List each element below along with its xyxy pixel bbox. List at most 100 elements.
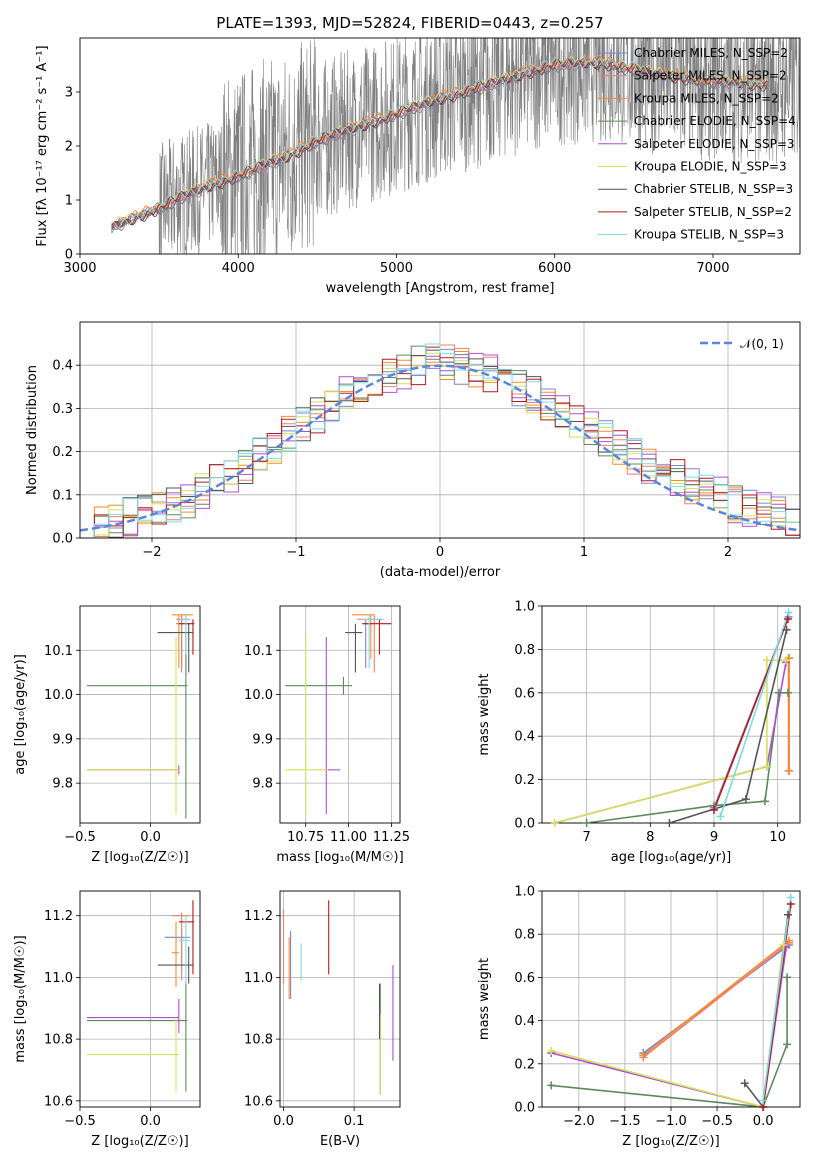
spectrum-model-line: [111, 59, 769, 230]
spectrum-legend-label: Chabrier STELIB, N_SSP=3: [634, 182, 793, 196]
massweight_vs_Z-marker: [783, 973, 792, 982]
mass_vs_Z-ytick-label: 11.0: [44, 971, 73, 986]
age_vs_mass-xlabel: mass [log₁₀(M/M☉)]: [276, 850, 403, 865]
massweight_vs_age-marker: [710, 805, 718, 814]
spectrum-xtick-label: 4000: [222, 261, 255, 276]
massweight_vs_Z-marker: [639, 1051, 648, 1060]
massweight_vs_Z-ylabel: mass weight: [477, 958, 492, 1040]
massweight_vs_age-ytick-label: 1.0: [514, 600, 535, 615]
residuals-plot-area: [80, 343, 800, 538]
age_vs_mass-ytick-label: 9.8: [252, 777, 273, 792]
spectrum-model-line: [111, 55, 769, 227]
massweight_vs_age-ytick-label: 0.4: [514, 730, 535, 745]
massweight_vs_age-marker: [784, 608, 793, 617]
massweight_vs_age-marker: [781, 656, 790, 665]
residuals-ytick-label: 0.3: [52, 402, 73, 417]
spectrum-legend-label: Chabrier ELODIE, N_SSP=4: [634, 114, 796, 128]
massweight_vs_age-ytick-label: 0.0: [514, 817, 535, 832]
mass_vs_Z-ytick-label: 10.8: [44, 1033, 73, 1048]
massweight_vs_Z-plot-area: [550, 897, 792, 1107]
massweight_vs_age-xtick-label: 9: [710, 830, 718, 845]
spectrum-legend-label: Salpeter MILES, N_SSP=2: [634, 69, 787, 83]
massweight_vs_Z-marker: [779, 941, 788, 949]
age_vs_mass-xtick-label: 11.00: [330, 830, 367, 845]
residuals-ytick-label: 0.2: [52, 445, 73, 460]
mass_vs_Z-xtick-label: 0.0: [140, 1114, 161, 1129]
mass_vs_EBV-ytick-label: 10.8: [244, 1033, 273, 1048]
massweight_vs_age-ytick-label: 0.6: [514, 686, 535, 701]
massweight_vs_age-series-line: [554, 662, 787, 823]
massweight_vs_age-frame: [541, 605, 801, 824]
mass_vs_EBV-xtick-label: 0.0: [273, 1114, 294, 1129]
massweight_vs_age-ytick-label: 0.8: [514, 643, 535, 658]
residuals-ytick-label: 0.1: [52, 488, 73, 503]
mass_vs_EBV-xlabel: E(B-V): [320, 1134, 360, 1149]
spectrum-ytick-label: 2: [65, 140, 73, 155]
spectrum-ytick-label: 3: [65, 86, 73, 101]
massweight_vs_Z-xtick-label: 0.0: [753, 1114, 774, 1129]
massweight_vs_Z-ytick-label: 0.6: [514, 971, 535, 986]
mass_vs_EBV-xtick-label: 0.1: [344, 1114, 365, 1129]
massweight_vs_age-series-line: [554, 659, 786, 823]
massweight_vs_Z-xtick-label: −1.5: [609, 1114, 641, 1129]
age_vs_Z-xlabel: Z [log₁₀(Z/Z☉)]: [91, 850, 188, 865]
age_vs_mass-xtick-label: 11.25: [373, 830, 410, 845]
massweight_vs_Z-marker: [547, 1046, 556, 1055]
spectrum-plot-area: [111, 38, 800, 254]
massweight_vs_Z-axes: [542, 890, 800, 1108]
mass_vs_Z-ylabel: mass [log₁₀(M/M☉)]: [13, 935, 28, 1062]
spectrum-model-line: [111, 58, 768, 228]
massweight_vs_age-marker: [774, 688, 783, 697]
mass_vs_EBV-ytick-label: 11.0: [244, 971, 273, 986]
massweight_vs_Z-marker: [547, 1081, 556, 1090]
residuals-xtick-label: −1: [286, 545, 305, 560]
massweight_vs_age-marker: [762, 656, 771, 665]
age_vs_Z-plot-area: [87, 614, 195, 819]
massweight_vs_Z-series-line: [642, 942, 790, 1058]
massweight_vs_age-marker: [550, 819, 559, 827]
age_vs_mass-frame: [279, 605, 401, 824]
mass_vs_Z-plot-area: [87, 900, 195, 1092]
age_vs_Z-xtick-label: 0.0: [140, 830, 161, 845]
age_vs_mass-ytick-label: 10.0: [244, 688, 273, 703]
massweight_vs_Z-series-line: [551, 977, 788, 1107]
massweight_vs_Z-marker: [740, 1079, 749, 1088]
age_vs_mass-axes: [280, 606, 400, 823]
massweight_vs_age-marker: [716, 812, 725, 821]
residuals-xtick-label: 1: [580, 545, 588, 560]
spectrum-legend-label: Kroupa STELIB, N_SSP=3: [634, 228, 784, 242]
age_vs_mass-ytick-label: 10.1: [244, 644, 273, 659]
mass_vs_EBV-frame: [279, 890, 401, 1108]
spectrum-model-line: [111, 57, 769, 228]
massweight_vs_Z-ytick-label: 1.0: [514, 885, 535, 900]
massweight_vs_age-marker: [760, 797, 769, 806]
mass_vs_Z-axes: [79, 891, 200, 1107]
spectrum-data-line: [111, 38, 800, 254]
residuals-xtick-label: 0: [436, 545, 444, 560]
spectrum-xlabel: wavelength [Angstrom, rest frame]: [326, 281, 555, 296]
spectrum-ytick-label: 1: [65, 194, 73, 209]
residuals-ytick-label: 0.0: [52, 532, 73, 547]
massweight_vs_age-marker: [582, 819, 591, 827]
age_vs_mass-xtick-label: 10.75: [287, 830, 324, 845]
massweight_vs_Z-xtick-label: −0.5: [701, 1114, 733, 1129]
mass_vs_EBV-plot-area: [282, 900, 394, 1095]
massweight_vs_Z-xtick-label: −2.0: [563, 1114, 595, 1129]
age_vs_mass-plot-area: [285, 614, 392, 815]
age_vs_Z-ytick-label: 10.0: [44, 688, 73, 703]
spectrum-legend-label: Chabrier MILES, N_SSP=2: [634, 46, 788, 60]
mass_vs_Z-xtick-label: −0.5: [64, 1114, 96, 1129]
massweight_vs_age-plot-area: [554, 612, 790, 823]
residuals-xlabel: (data-model)/error: [380, 565, 501, 580]
massweight_vs_age-xtick-label: 8: [646, 830, 654, 845]
massweight_vs_Z-marker: [759, 1096, 768, 1105]
age_vs_Z-frame: [79, 605, 201, 824]
massweight_vs_Z-ytick-label: 0.8: [514, 928, 535, 943]
massweight_vs_Z-ytick-label: 0.0: [514, 1101, 535, 1116]
age_vs_Z-ytick-label: 10.1: [44, 644, 73, 659]
age_vs_mass-ytick-label: 9.9: [252, 732, 273, 747]
massweight_vs_Z-xtick-label: −1.0: [655, 1114, 687, 1129]
normal-curve: [80, 364, 800, 532]
residuals-xtick-label: −2: [142, 545, 161, 560]
spectrum-legend-label: Kroupa ELODIE, N_SSP=3: [634, 160, 787, 174]
